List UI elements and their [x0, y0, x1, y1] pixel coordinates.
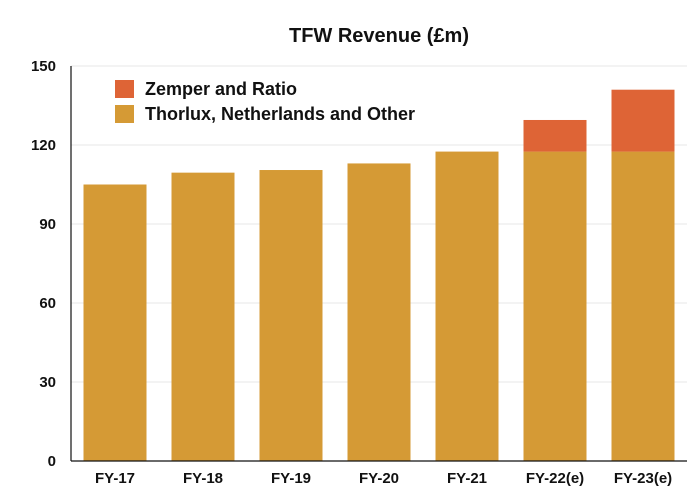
axes: [70, 66, 687, 462]
y-tick-label: 0: [48, 453, 56, 470]
bar-fy-21-thorlux-netherlands-and-other: [435, 151, 499, 462]
bar-fy-17-thorlux-netherlands-and-other: [83, 184, 147, 461]
x-tick-label: FY-18: [183, 470, 223, 487]
bars: [83, 89, 675, 462]
y-tick-label: 30: [39, 374, 56, 391]
bar-fy-18-thorlux-netherlands-and-other: [171, 172, 235, 461]
x-tick-label: FY-19: [271, 470, 311, 487]
x-tick-label: FY-17: [95, 470, 135, 487]
x-tick-label: FY-21: [447, 470, 487, 487]
x-tick-label: FY-20: [359, 470, 399, 487]
bar-fy-20-thorlux-netherlands-and-other: [347, 163, 411, 461]
legend-swatch-zemper-and-ratio: [115, 80, 134, 98]
bar-fy-23-e--thorlux-netherlands-and-other: [611, 151, 675, 462]
y-tick-label: 150: [31, 58, 56, 75]
bar-fy-23-e--zemper-and-ratio: [611, 89, 675, 152]
legend-label-zemper-and-ratio: Zemper and Ratio: [145, 79, 297, 99]
bar-fy-22-e--zemper-and-ratio: [523, 119, 587, 152]
x-tick-labels: FY-17 FY-18 FY-19 FY-20 FY-21 FY-22(e) FY-23(e…: [95, 470, 672, 487]
y-tick-labels: 0 30 60 90 120 150: [31, 58, 56, 470]
x-tick-label: FY-22(e): [526, 470, 584, 487]
legend: Zemper and Ratio Thorlux, Netherlands an…: [115, 79, 415, 124]
y-tick-label: 60: [39, 295, 56, 312]
legend-label-thorlux-netherlands-and-other: Thorlux, Netherlands and Other: [145, 104, 415, 124]
legend-swatch-thorlux-netherlands-and-other: [115, 105, 134, 123]
x-tick-label: FY-23(e): [614, 470, 672, 487]
y-tick-label: 120: [31, 137, 56, 154]
y-tick-label: 90: [39, 216, 56, 233]
bar-fy-19-thorlux-netherlands-and-other: [259, 170, 323, 461]
bar-fy-22-e--thorlux-netherlands-and-other: [523, 151, 587, 462]
chart-title: TFW Revenue (£m): [289, 25, 469, 47]
